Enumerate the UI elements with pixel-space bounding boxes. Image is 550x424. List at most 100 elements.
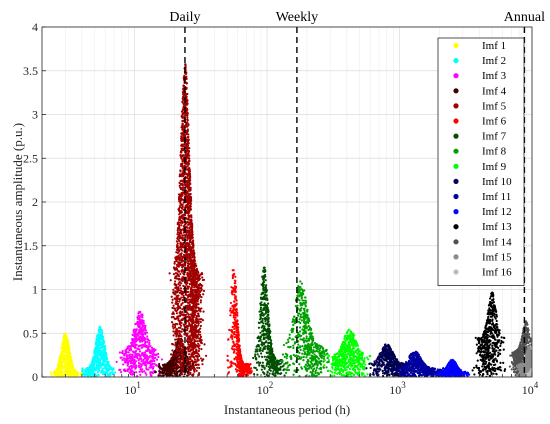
data-point <box>169 353 173 356</box>
data-point <box>172 312 175 315</box>
data-point <box>181 234 184 237</box>
data-point <box>186 116 189 119</box>
data-point <box>234 295 237 299</box>
data-point <box>147 368 150 371</box>
data-point <box>195 267 198 270</box>
data-point <box>71 373 74 376</box>
data-point <box>132 358 135 361</box>
data-point <box>99 349 103 352</box>
data-point <box>199 283 203 287</box>
data-point <box>180 215 183 218</box>
data-point <box>186 262 189 265</box>
data-point <box>80 371 83 375</box>
data-point <box>189 192 192 196</box>
data-point <box>167 371 171 374</box>
data-point <box>188 371 192 374</box>
data-point <box>86 375 89 377</box>
data-point <box>179 195 183 198</box>
data-point <box>179 272 182 276</box>
data-point <box>182 186 185 189</box>
data-point <box>97 347 100 351</box>
data-point <box>194 340 197 343</box>
data-point <box>177 270 181 273</box>
data-point <box>194 265 197 268</box>
data-point <box>137 359 140 362</box>
data-point <box>144 324 147 328</box>
data-point <box>199 357 203 360</box>
data-point <box>189 208 192 211</box>
data-point <box>182 284 185 287</box>
data-point <box>187 324 190 327</box>
data-point <box>186 364 189 367</box>
data-point <box>108 365 111 368</box>
data-point <box>232 269 235 272</box>
data-point <box>135 364 138 367</box>
data-point <box>181 180 184 183</box>
data-point <box>186 264 189 268</box>
data-point <box>234 275 237 278</box>
data-point <box>190 299 193 303</box>
data-point <box>237 336 240 339</box>
data-point <box>194 333 197 336</box>
data-point <box>186 174 190 178</box>
data-point <box>151 353 154 356</box>
data-point <box>201 276 204 279</box>
data-point <box>187 373 190 377</box>
data-point <box>139 366 142 369</box>
data-point <box>185 147 189 150</box>
data-point <box>174 344 177 347</box>
data-point <box>198 339 201 343</box>
data-point <box>189 313 193 316</box>
data-point <box>177 369 181 373</box>
data-point <box>186 118 189 121</box>
data-point <box>128 365 131 369</box>
data-point <box>186 271 189 275</box>
data-point <box>175 312 179 315</box>
data-point <box>155 364 158 367</box>
data-point <box>132 329 135 332</box>
data-point <box>192 249 195 252</box>
data-point <box>197 312 200 315</box>
data-point <box>232 341 235 344</box>
data-point <box>54 372 57 376</box>
data-point <box>192 242 195 245</box>
data-point <box>186 259 189 262</box>
data-point <box>189 293 192 296</box>
data-point <box>237 351 240 354</box>
data-point <box>95 367 99 370</box>
data-point <box>186 121 189 124</box>
data-point <box>179 241 182 244</box>
data-point <box>231 290 234 293</box>
data-point <box>183 132 186 135</box>
data-point <box>162 374 165 377</box>
data-point <box>100 365 103 368</box>
data-point <box>182 103 185 106</box>
data-point <box>204 354 208 357</box>
data-point <box>192 306 195 310</box>
data-point <box>180 154 183 157</box>
data-point <box>120 371 123 374</box>
data-point <box>178 314 182 318</box>
data-point <box>187 278 190 282</box>
data-point <box>75 371 78 375</box>
data-point <box>182 317 185 320</box>
data-point <box>121 350 124 353</box>
data-point <box>233 272 236 276</box>
data-point <box>175 277 178 280</box>
data-point <box>199 301 202 304</box>
data-point <box>180 150 183 153</box>
data-point <box>177 247 180 250</box>
data-point <box>181 122 184 125</box>
data-point <box>188 318 191 321</box>
data-point <box>256 373 259 376</box>
data-point <box>68 349 71 352</box>
data-point <box>235 345 238 348</box>
data-point <box>83 372 86 375</box>
data-point <box>185 99 189 102</box>
data-point <box>197 363 200 366</box>
data-point <box>233 285 237 288</box>
data-point <box>139 354 142 358</box>
data-point <box>194 324 197 327</box>
data-point <box>133 342 136 345</box>
data-point <box>65 354 68 357</box>
